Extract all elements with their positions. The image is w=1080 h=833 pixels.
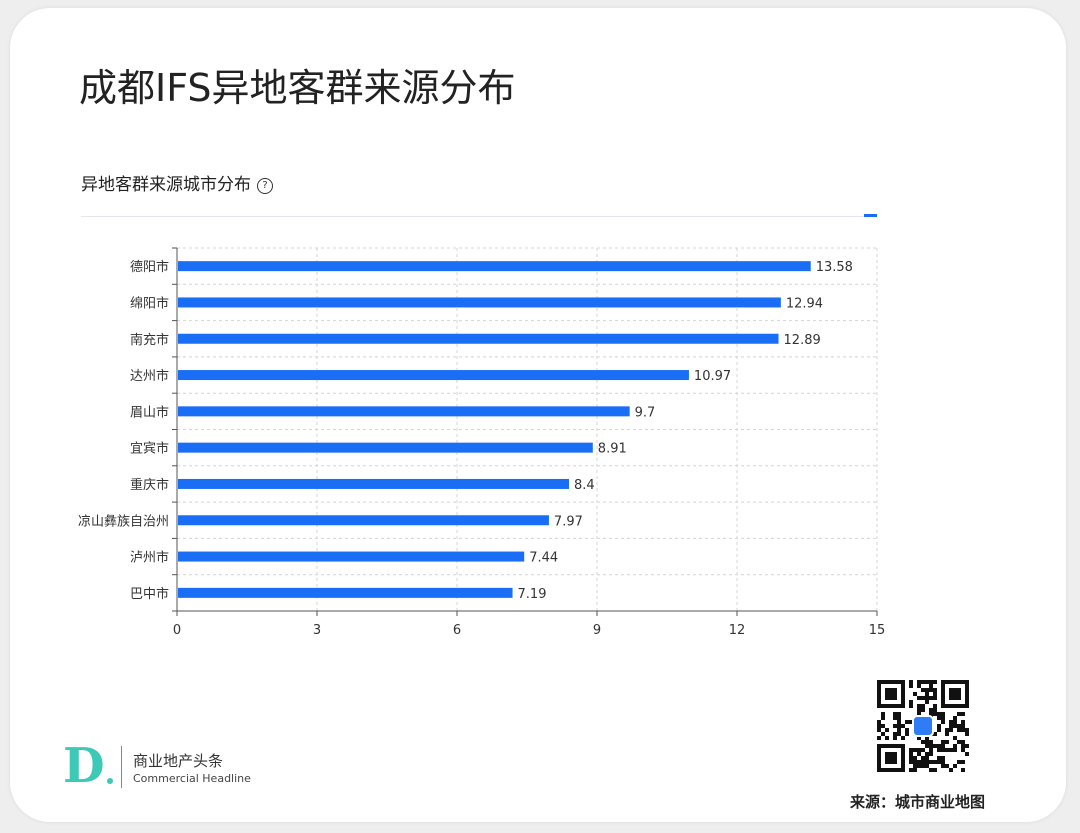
bar	[178, 587, 513, 598]
bar	[178, 297, 781, 308]
value-label: 8.91	[598, 442, 627, 457]
qr-code-icon	[877, 680, 969, 772]
bar	[178, 551, 525, 562]
bar	[178, 406, 630, 417]
question-circle-icon[interactable]: ?	[257, 178, 273, 194]
x-tick-label: 12	[729, 623, 746, 638]
category-label: 绵阳市	[130, 295, 169, 311]
chart-title: 异地客群来源城市分布?	[81, 170, 273, 195]
chart-panel: 异地客群来源城市分布? 0 3 6 9 12 15 德阳市 13.58 绵阳市 12.94 南充市 1…	[72, 160, 902, 655]
logo-chinese-name: 商业地产头条	[133, 752, 224, 770]
value-label: 8.4	[574, 478, 595, 493]
value-label: 10.97	[694, 369, 731, 384]
bar-chart: 0 3 6 9 12 15 德阳市 13.58 绵阳市 12.94 南充市 12.89 达州市 10.97…	[78, 247, 886, 638]
category-label: 巴中市	[130, 586, 169, 602]
category-label: 凉山彝族自治州	[78, 513, 169, 529]
category-label: 泸州市	[130, 550, 169, 566]
logo-dot	[107, 778, 113, 784]
x-tick-label: 9	[593, 623, 601, 638]
value-label: 7.97	[554, 514, 583, 529]
value-label: 7.19	[518, 587, 547, 602]
logo-english-name: Commercial Headline	[133, 772, 251, 785]
category-label: 眉山市	[130, 404, 169, 420]
value-label: 12.89	[784, 333, 821, 348]
chart-title-text: 异地客群来源城市分布	[81, 175, 251, 195]
bar	[178, 333, 779, 344]
bar	[178, 370, 689, 381]
panel-tab-marker[interactable]	[864, 214, 877, 217]
page-title: 成都IFS异地客群来源分布	[79, 66, 516, 110]
bar	[178, 442, 593, 453]
value-label: 9.7	[635, 405, 656, 420]
category-label: 南充市	[130, 332, 169, 348]
bar	[178, 478, 569, 489]
x-tick-label: 15	[869, 623, 886, 638]
value-label: 13.58	[816, 260, 853, 275]
panel-divider	[81, 216, 877, 217]
x-tick-label: 3	[313, 623, 321, 638]
value-label: 12.94	[786, 296, 823, 311]
x-tick-label: 6	[453, 623, 461, 638]
x-tick-label: 0	[173, 623, 181, 638]
bar	[178, 261, 811, 272]
value-label: 7.44	[529, 551, 558, 566]
category-label: 达州市	[130, 368, 169, 384]
category-label: 德阳市	[130, 259, 169, 275]
source-note: 来源：城市商业地图	[850, 793, 986, 811]
bar	[178, 515, 549, 526]
logo-divider	[121, 746, 122, 788]
category-label: 宜宾市	[130, 441, 169, 457]
brand-logo: D 商业地产头条 Commercial Headline	[63, 742, 303, 792]
category-label: 重庆市	[130, 477, 169, 493]
logo-mark: D	[63, 738, 105, 794]
